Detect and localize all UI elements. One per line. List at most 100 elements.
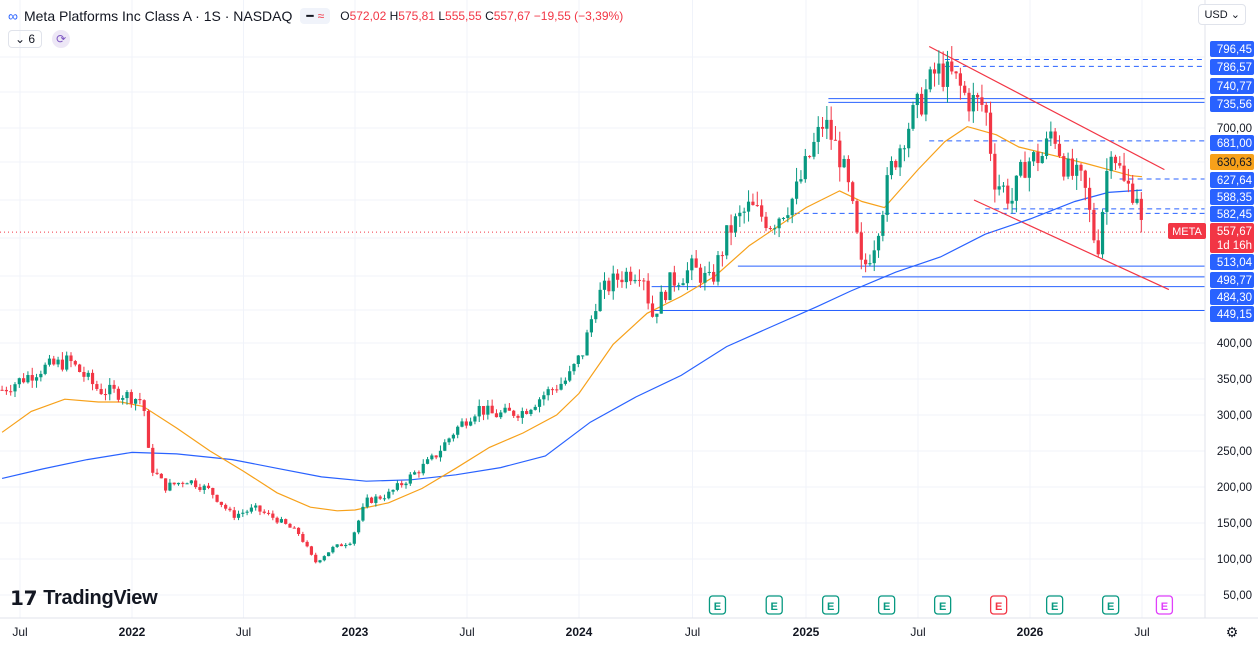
candle-body: [846, 158, 850, 183]
level-label-text: 498,77: [1217, 275, 1252, 287]
candle-body: [1139, 198, 1143, 220]
candle-body: [469, 421, 473, 426]
level-label-bg: [1210, 206, 1254, 222]
candle-body: [254, 505, 258, 508]
candle-body: [176, 482, 181, 485]
candle-body: [773, 228, 777, 230]
level-label-text: 449,15: [1217, 309, 1252, 321]
currency-select[interactable]: USD ⌄: [1198, 4, 1246, 25]
indicators-toggle[interactable]: ⌄ 6: [8, 30, 43, 48]
candle-body: [1083, 170, 1087, 188]
level-label-text: 588,35: [1217, 192, 1252, 204]
candle-body: [633, 279, 637, 282]
level-label: 498,77: [1210, 272, 1254, 288]
candle-body: [314, 554, 318, 563]
candle-body: [456, 426, 460, 435]
earnings-label: E: [883, 601, 890, 613]
candle-body: [516, 415, 520, 418]
candle-body: [284, 519, 288, 524]
candle-body: [507, 407, 511, 411]
candle-body: [73, 361, 77, 365]
candle-body: [520, 411, 524, 418]
gear-icon[interactable]: ⚙: [1225, 624, 1239, 640]
candle-body: [963, 85, 967, 93]
candle-body: [146, 410, 151, 448]
earnings-marker: E: [1045, 595, 1064, 615]
tradingview-logo[interactable]: 𝟭𝟳 TradingView: [10, 586, 158, 611]
ma-short-line: [1, 125, 1143, 512]
candle-body: [318, 560, 322, 563]
candle-body: [799, 179, 803, 182]
candle-body: [164, 478, 168, 491]
wave-icon: ≈: [317, 9, 325, 23]
candle-body: [129, 392, 133, 404]
candle-body: [958, 73, 962, 86]
candle-body: [1040, 155, 1044, 164]
candle-body: [512, 410, 516, 416]
candle-body: [868, 263, 872, 265]
candle-body: [725, 225, 729, 256]
candle-body: [816, 126, 820, 142]
candle-body: [99, 388, 103, 395]
candle-body: [664, 291, 668, 301]
candle-body: [786, 215, 790, 218]
compare-pill[interactable]: ━ ≈: [300, 8, 331, 24]
price-tick-label: 50,00: [1223, 590, 1252, 602]
candle-body: [1053, 131, 1057, 144]
candle-body: [980, 97, 984, 105]
candle-body: [954, 71, 958, 74]
candle-body: [550, 389, 555, 391]
candle-body: [1105, 170, 1109, 212]
level-label: 588,35: [1210, 189, 1254, 205]
candle-body: [65, 355, 69, 370]
candle-body: [889, 161, 894, 176]
candle-body: [116, 388, 120, 400]
candle-body: [26, 375, 30, 383]
candle-body: [78, 364, 82, 372]
candle-body: [499, 412, 503, 418]
horizontal-levels: [651, 58, 1205, 312]
candle-body: [408, 474, 412, 484]
candle-body: [733, 216, 738, 233]
candle-body: [1062, 156, 1066, 177]
level-label: 449,15: [1210, 306, 1254, 322]
candle-body: [559, 383, 563, 390]
candle-body: [30, 375, 34, 381]
price-tick-label: 150,00: [1217, 518, 1252, 530]
candle-body: [486, 405, 490, 415]
candle-body: [672, 272, 676, 286]
candle-body: [525, 411, 529, 414]
level-label-bg: [1210, 135, 1254, 151]
candle-body: [1044, 138, 1049, 156]
candle-body: [746, 201, 751, 212]
time-tick-label: Jul: [12, 625, 27, 639]
candle-body: [997, 186, 1001, 190]
symbol-title[interactable]: Meta Platforms Inc Class A · 1S · NASDAQ: [23, 8, 293, 24]
candle-body: [82, 371, 86, 377]
candle-body: [1100, 211, 1105, 255]
candle-body: [803, 156, 807, 180]
candle-body: [413, 472, 417, 475]
candle-body: [820, 126, 825, 129]
candle-body: [1019, 161, 1023, 176]
sync-icon[interactable]: ⟳: [52, 30, 71, 48]
candle-body: [1092, 209, 1096, 241]
ohlc-values: O572,02 H575,81 L555,55 C557,67 −19,55 (…: [340, 9, 624, 23]
level-label-text: 735,56: [1217, 99, 1252, 111]
price-axis: 50,00 100,00 150,00 200,00 250,00 300,00 350,0…: [1168, 0, 1254, 618]
candle-body: [533, 406, 537, 410]
candle-body: [69, 355, 73, 362]
time-axis: Jul 2022 Jul 2023 Jul 2024 Jul 2025 Jul 2026 Jul: [0, 617, 1258, 639]
candle-body: [993, 153, 997, 190]
candle-body: [864, 259, 868, 265]
candle-body: [421, 463, 425, 474]
level-label: 582,45: [1210, 206, 1254, 222]
candle-body: [142, 400, 146, 411]
price-tick-label: 100,00: [1217, 554, 1252, 566]
candle-body: [181, 482, 185, 484]
channel-lower-line: [973, 199, 1170, 291]
candle-body: [322, 556, 326, 561]
earnings-badge: [821, 595, 840, 615]
